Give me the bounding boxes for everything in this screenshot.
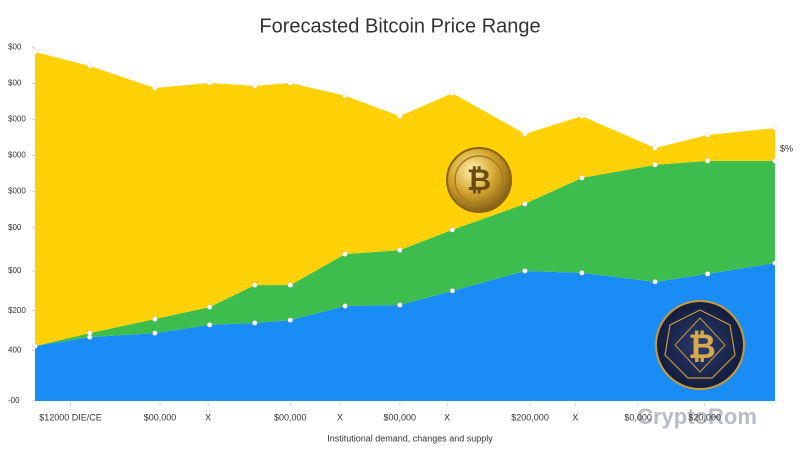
chart-title: Forecasted Bitcoin Price Range [259,15,540,37]
point [206,322,213,328]
point [652,279,658,285]
point [522,131,528,137]
point [152,316,158,322]
point [287,317,294,323]
y-tick-label: 400 [8,346,22,355]
point [342,303,348,309]
point [32,49,38,55]
x-tick-label: X [337,412,343,422]
point [252,83,258,89]
point [704,271,711,277]
point [579,113,585,119]
point [287,282,294,288]
x-tick-label: $00,000 [274,412,307,422]
svg-text:₿: ₿ [688,328,716,366]
point [449,227,456,233]
point [342,251,348,257]
point [206,80,213,86]
svg-text:₿: ₿ [467,164,491,197]
point [449,90,456,96]
point [87,63,93,69]
point [87,330,93,336]
y-tick-label: $200 [8,306,26,315]
point [652,145,658,151]
point [522,201,528,207]
x-tick-label: $12000 DIE/CE [39,412,102,422]
point [342,92,348,99]
watermark: CryptoRom [637,404,757,429]
x-tick-label: X [205,412,211,422]
point [252,282,258,288]
x-tick-label: $00,000 [384,412,417,422]
y-tick-label: $00 [8,266,22,275]
point [772,125,778,131]
area [35,51,775,347]
plot-area [32,49,778,401]
x-tick-label: $0,000 [624,412,652,422]
point [152,85,158,91]
x-tick-label: X [444,412,450,422]
y-tick-label: $00 [8,42,22,51]
point [287,80,294,86]
point [704,158,711,164]
coin-icon: ₿ [446,147,512,213]
point [252,320,258,326]
logo-icon: ₿ [655,300,745,390]
point [397,247,403,253]
y-tick-label: -00 [8,396,20,405]
x-tick-label: $200,000 [511,412,549,422]
y-tick-label: $00 [8,78,22,87]
point [652,162,658,168]
point [206,304,213,310]
y-tick-label: $000 [8,151,26,160]
point [772,260,778,266]
point [32,343,38,349]
point [397,113,403,119]
x-tick-label: X [572,412,578,422]
point [397,302,403,308]
y-tick-label: $000 [8,187,26,196]
x-axis-title: Institutional demand, changes and supply [327,433,493,443]
y-tick-label: $000 [8,115,26,124]
point [579,270,585,276]
area [35,160,775,347]
point [772,158,778,164]
point [704,132,711,138]
point [522,268,528,274]
point [449,288,456,294]
point [579,175,585,181]
point [152,330,158,336]
x-tick-label: $20,000 [688,412,721,422]
area [35,263,775,401]
x-tick-label: $00,000 [144,412,177,422]
y-tick-label: $00 [8,223,22,232]
right-axis-label: $% [780,143,793,153]
